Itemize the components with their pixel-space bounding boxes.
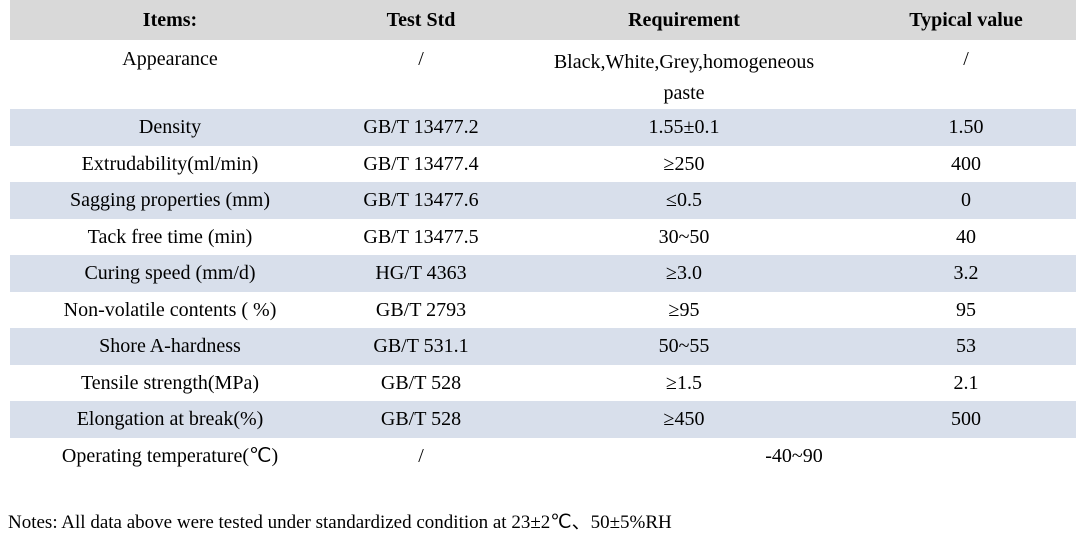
cell-test-std: GB/T 13477.4: [363, 152, 479, 175]
product-spec-table: Items: Test Std Requirement Typical valu…: [10, 0, 1076, 474]
cell-typical-value: 400: [951, 152, 981, 175]
cell-item: Density: [138, 116, 202, 139]
table-row-tensile-strength: Tensile strength(MPa) GB/T 528 ≥1.5 2.1: [10, 365, 1076, 402]
cell-typical-value: /: [963, 48, 969, 70]
col-header-typical-value: Typical value: [909, 9, 1023, 31]
cell-requirement: Black,White,Grey,homogeneous paste: [512, 40, 856, 109]
cell-item: Operating temperature(℃): [61, 444, 279, 467]
cell-test-std: GB/T 531.1: [373, 335, 469, 358]
cell-item: Non-volatile contents ( %): [63, 298, 277, 321]
cell-item: Tack free time (min): [87, 225, 253, 248]
cell-requirement: 50~55: [658, 335, 710, 358]
cell-test-std: GB/T 13477.2: [363, 116, 479, 139]
table-row-shore-a-hardness: Shore A-hardness GB/T 531.1 50~55 53: [10, 328, 1076, 365]
table-row-extrudability: Extrudability(ml/min) GB/T 13477.4 ≥250 …: [10, 146, 1076, 183]
cell-item: Extrudability(ml/min): [81, 152, 259, 175]
cell-item: Curing speed (mm/d): [84, 262, 256, 285]
table-row-non-volatile-contents: Non-volatile contents ( %) GB/T 2793 ≥95…: [10, 292, 1076, 329]
cell-requirement: ≤0.5: [666, 189, 702, 212]
cell-typical-value: 500: [951, 408, 981, 431]
cell-typical-value: 40: [956, 225, 976, 248]
table-row-tack-free-time: Tack free time (min) GB/T 13477.5 30~50 …: [10, 219, 1076, 256]
col-header-requirement: Requirement: [628, 9, 740, 31]
cell-requirement: ≥250: [663, 152, 705, 175]
notes-text: Notes: All data above were tested under …: [8, 512, 672, 533]
cell-item: Shore A-hardness: [99, 335, 241, 358]
cell-requirement-span: -40~90: [765, 444, 823, 467]
cell-test-std: GB/T 13477.5: [363, 225, 479, 248]
table-header-row: Items: Test Std Requirement Typical valu…: [10, 0, 1076, 40]
cell-test-std: /: [418, 444, 424, 467]
cell-typical-value: 53: [956, 335, 976, 358]
cell-typical-value: 3.2: [953, 262, 979, 285]
cell-typical-value: 1.50: [948, 116, 984, 139]
col-header-test-std: Test Std: [386, 9, 456, 31]
table-row-elongation-at-break: Elongation at break(%) GB/T 528 ≥450 500: [10, 401, 1076, 438]
cell-typical-value: 95: [956, 298, 976, 321]
cell-test-std: GB/T 2793: [375, 298, 467, 321]
requirement-text: Black,White,Grey,homogeneous paste: [553, 51, 815, 104]
cell-item: Appearance: [122, 48, 218, 70]
cell-test-std: GB/T 528: [380, 408, 462, 431]
cell-test-std: /: [418, 48, 424, 70]
cell-requirement: 1.55±0.1: [648, 116, 720, 139]
cell-requirement: ≥3.0: [666, 262, 702, 285]
cell-requirement: ≥1.5: [666, 371, 702, 394]
cell-requirement: ≥95: [668, 298, 700, 321]
col-header-items: Items:: [142, 9, 198, 31]
cell-test-std: HG/T 4363: [375, 262, 467, 285]
cell-requirement: ≥450: [663, 408, 705, 431]
table-row-sagging-properties: Sagging properties (mm) GB/T 13477.6 ≤0.…: [10, 182, 1076, 219]
cell-requirement: 30~50: [658, 225, 710, 248]
cell-typical-value: 0: [961, 189, 971, 212]
cell-item: Sagging properties (mm): [70, 189, 270, 212]
table-row-density: Density GB/T 13477.2 1.55±0.1 1.50: [10, 109, 1076, 146]
cell-typical-value: 2.1: [953, 371, 979, 394]
cell-item: Tensile strength(MPa): [80, 371, 259, 394]
table-row-curing-speed: Curing speed (mm/d) HG/T 4363 ≥3.0 3.2: [10, 255, 1076, 292]
cell-test-std: GB/T 528: [380, 371, 462, 394]
table-row-appearance: Appearance / Black,White,Grey,homogeneou…: [10, 40, 1076, 109]
cell-test-std: GB/T 13477.6: [363, 189, 479, 212]
table-row-operating-temperature: Operating temperature(℃) / -40~90: [10, 438, 1076, 475]
cell-item: Elongation at break(%): [76, 408, 264, 431]
